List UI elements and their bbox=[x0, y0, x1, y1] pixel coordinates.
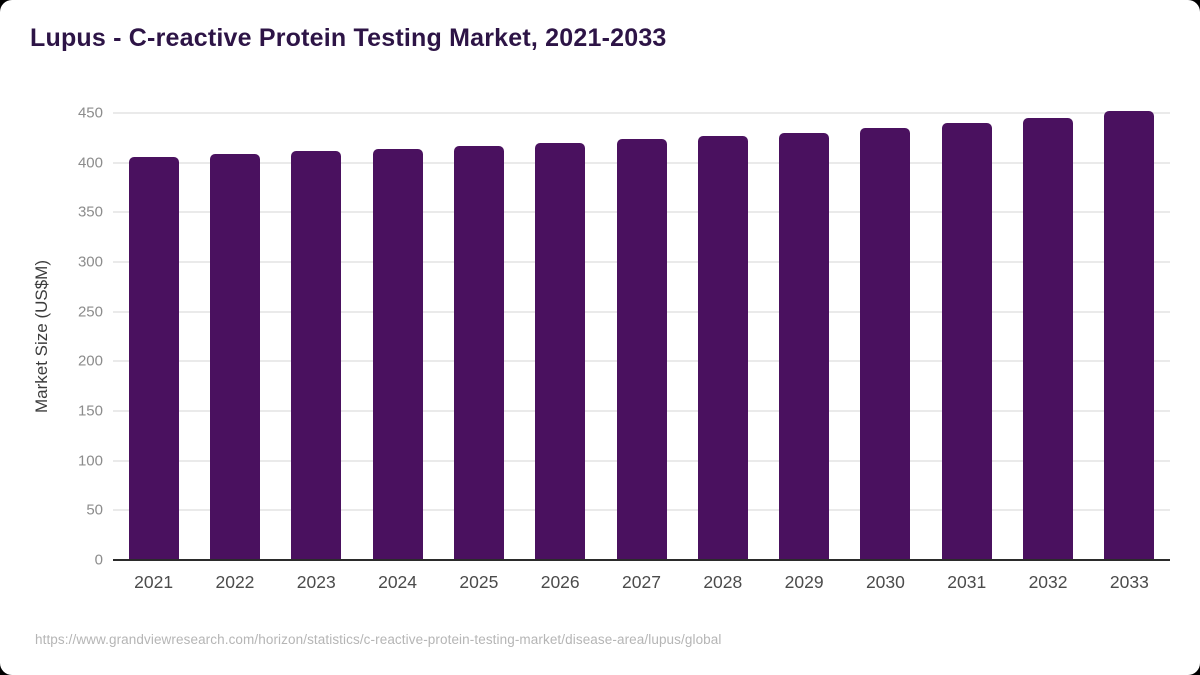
bar-2028 bbox=[697, 135, 748, 560]
source-url: https://www.grandviewresearch.com/horizo… bbox=[35, 632, 722, 647]
bar-2032 bbox=[1023, 117, 1074, 560]
bar-2033 bbox=[1104, 111, 1155, 560]
bar-2030 bbox=[860, 127, 911, 560]
y-tick-label-200: 200 bbox=[77, 352, 103, 370]
y-tick-label-150: 150 bbox=[77, 402, 103, 420]
y-tick-label-0: 0 bbox=[94, 551, 103, 569]
gridline-450 bbox=[113, 112, 1170, 114]
x-tick-label-2030: 2030 bbox=[865, 572, 905, 592]
x-tick-label-2025: 2025 bbox=[459, 572, 499, 592]
x-tick-label-2021: 2021 bbox=[134, 572, 174, 592]
x-tick-label-2023: 2023 bbox=[296, 572, 336, 592]
bar-2031 bbox=[941, 122, 992, 560]
bar-2023 bbox=[291, 150, 342, 560]
x-tick-label-2033: 2033 bbox=[1109, 572, 1149, 592]
y-tick-label-250: 250 bbox=[77, 303, 103, 321]
x-axis-line bbox=[113, 559, 1170, 561]
y-tick-label-450: 450 bbox=[77, 104, 103, 122]
y-tick-label-350: 350 bbox=[77, 203, 103, 221]
x-tick-label-2026: 2026 bbox=[540, 572, 580, 592]
x-tick-label-2032: 2032 bbox=[1028, 572, 1068, 592]
x-tick-label-2031: 2031 bbox=[947, 572, 987, 592]
x-tick-label-2028: 2028 bbox=[703, 572, 743, 592]
y-axis-title-wrap: Market Size (US$M) bbox=[30, 113, 54, 560]
y-tick-label-300: 300 bbox=[77, 253, 103, 271]
bar-2029 bbox=[779, 132, 830, 560]
x-tick-label-2027: 2027 bbox=[622, 572, 661, 592]
bar-2027 bbox=[616, 138, 667, 560]
bar-2021 bbox=[128, 156, 179, 560]
x-tick-label-2029: 2029 bbox=[784, 572, 824, 592]
y-tick-label-100: 100 bbox=[77, 452, 103, 470]
bar-2026 bbox=[535, 142, 586, 560]
bar-2025 bbox=[453, 145, 504, 560]
bar-2024 bbox=[372, 148, 423, 560]
y-axis-title: Market Size (US$M) bbox=[32, 259, 51, 414]
x-tick-label-2022: 2022 bbox=[215, 572, 255, 592]
x-tick-label-2024: 2024 bbox=[378, 572, 418, 592]
chart-title: Lupus - C-reactive Protein Testing Marke… bbox=[30, 24, 667, 52]
bar-2022 bbox=[209, 153, 260, 560]
y-tick-label-50: 50 bbox=[86, 501, 103, 519]
y-tick-label-400: 400 bbox=[77, 154, 103, 172]
plot-area: 0 50 100 150 200 250 300 350 400 450 2021 2022 2023 2… bbox=[78, 105, 1170, 592]
